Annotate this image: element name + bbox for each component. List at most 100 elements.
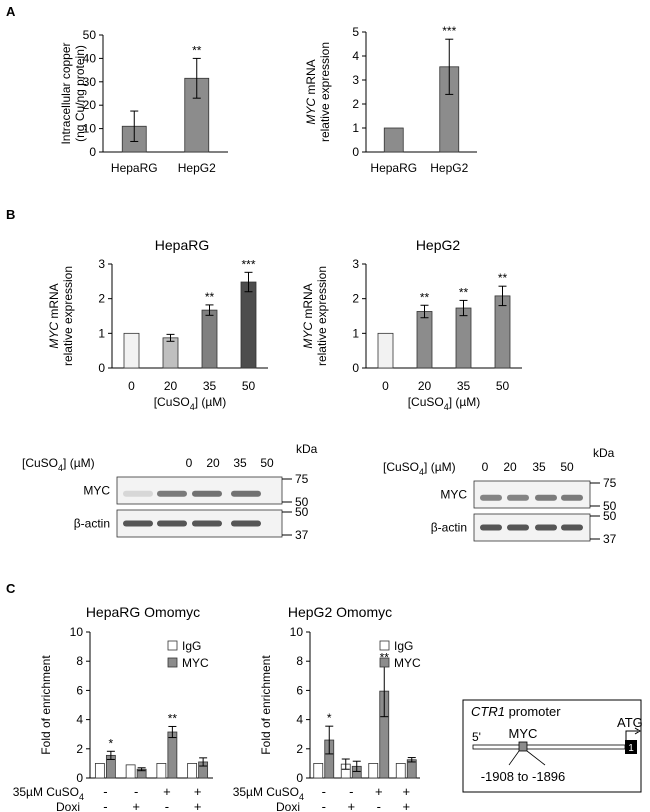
- cuso4-sign: +: [194, 784, 202, 799]
- cuso4-sign: +: [402, 784, 410, 799]
- doxi-row-label: Doxi: [276, 800, 300, 812]
- x-axis-label: [CuSO4] (µM): [408, 395, 481, 412]
- protein-band: [123, 520, 153, 527]
- y-tick-label: 2: [76, 742, 83, 756]
- marker-label: 37: [603, 532, 617, 546]
- protein-band: [561, 524, 583, 531]
- doxi-sign: +: [347, 799, 355, 812]
- cuso4-sign: +: [375, 784, 383, 799]
- category-label: 50: [496, 379, 510, 393]
- tss-arrow: [625, 730, 638, 740]
- bar: [240, 281, 257, 369]
- y-tick-label: 5: [352, 25, 359, 39]
- doxi-sign: -: [165, 799, 169, 812]
- significance-label: **: [192, 43, 202, 57]
- chart-title: HepaRG Omomyc: [86, 604, 200, 620]
- significance-label: **: [420, 290, 430, 304]
- y-tick-label: 6: [76, 683, 83, 697]
- atg-label: ATG: [617, 715, 643, 730]
- legend-swatch-myc: [379, 657, 390, 668]
- bar-myc: [406, 759, 417, 779]
- y-tick-label: 10: [83, 122, 97, 136]
- y-tick-label: 2: [98, 292, 105, 306]
- cuso4-sign: -: [322, 784, 326, 799]
- lane-concentration: 20: [206, 456, 220, 470]
- legend-swatch-myc: [167, 657, 178, 668]
- protein-band: [507, 524, 529, 531]
- category-label: 35: [457, 379, 471, 393]
- bar-igg: [395, 763, 406, 779]
- doxi-sign: +: [132, 799, 140, 812]
- chart-myc-mrna-heparg: 0 1 2 3 0 20 ** 35 *** 50 HepaRG [CuSO4] (µM) MYC mR…: [47, 237, 268, 412]
- category-label: 50: [242, 379, 256, 393]
- significance-label: **: [380, 651, 390, 665]
- x-axis-label: [CuSO4] (µM): [154, 395, 227, 412]
- protein-band: [231, 490, 261, 497]
- y-tick-label: 20: [83, 98, 97, 112]
- protein-band: [231, 520, 261, 527]
- y-tick-label: 10: [290, 625, 304, 639]
- blot-row-label: β-actin: [431, 521, 467, 535]
- bar: [383, 127, 404, 153]
- promoter-line: [472, 744, 626, 750]
- y-tick-label: 3: [98, 257, 105, 271]
- y-tick-label: 0: [76, 771, 83, 785]
- y-tick-label: 4: [76, 713, 83, 727]
- chart-intracellular-copper: 0 10 20 30 40 50 HepaRG ** HepG2 Intracellular co…: [59, 28, 228, 175]
- legend-swatch-igg: [379, 640, 390, 651]
- site-range-label: -1908 to -1896: [481, 769, 566, 784]
- lane-concentration: 0: [186, 456, 193, 470]
- y-axis-label: Intracellular copper(ng Cu/ng protein): [59, 42, 87, 144]
- category-label: HepaRG: [111, 161, 158, 175]
- category-label: HepaRG: [370, 161, 417, 175]
- protein-band: [480, 494, 502, 501]
- y-axis-label: Fold of enrichment: [39, 655, 53, 755]
- bar-igg: [125, 764, 136, 779]
- significance-label: **: [205, 290, 215, 304]
- marker-label: 75: [295, 472, 309, 486]
- cuso4-row-label: 35µM CuSO4: [233, 785, 304, 802]
- y-tick-label: 30: [83, 75, 97, 89]
- y-tick-label: 50: [83, 28, 97, 42]
- panel-label-c: C: [6, 581, 16, 596]
- legend-label-igg: IgG: [182, 639, 201, 653]
- protein-band: [535, 494, 557, 501]
- cuso4-row-label: 35µM CuSO4: [13, 785, 84, 802]
- y-tick-label: 0: [296, 771, 303, 785]
- panel-label-b: B: [6, 207, 15, 222]
- category-label: HepG2: [178, 161, 216, 175]
- bar: [201, 309, 218, 369]
- protein-band: [192, 520, 222, 527]
- significance-label: **: [459, 285, 469, 299]
- protein-band: [123, 490, 153, 497]
- significance-label: ***: [442, 24, 456, 38]
- bar: [162, 337, 179, 369]
- y-tick-label: 0: [89, 145, 96, 159]
- cuso4-sign: -: [103, 784, 107, 799]
- marker-label: 75: [603, 476, 617, 490]
- y-tick-label: 0: [352, 361, 359, 375]
- bar: [416, 311, 433, 369]
- protein-band: [157, 490, 187, 497]
- myc-site-label: MYC: [509, 726, 538, 741]
- y-tick-label: 3: [352, 257, 359, 271]
- protein-band: [507, 494, 529, 501]
- cuso4-sign: +: [163, 784, 171, 799]
- bar-igg: [94, 763, 105, 779]
- treatment-label: [CuSO4] (µM): [383, 460, 456, 477]
- marker-label: 50: [295, 495, 309, 509]
- kda-label: kDa: [593, 446, 615, 460]
- legend-label-igg: IgG: [394, 639, 413, 653]
- y-tick-label: 0: [98, 361, 105, 375]
- marker-label: 37: [295, 528, 309, 542]
- cuso4-sign: -: [134, 784, 138, 799]
- y-tick-label: 1: [352, 121, 359, 135]
- legend-label-myc: MYC: [394, 656, 421, 670]
- y-tick-label: 0: [352, 145, 359, 159]
- y-tick-label: 1: [352, 326, 359, 340]
- significance-label: **: [498, 271, 508, 285]
- category-label: HepG2: [430, 161, 468, 175]
- tss-arrowhead: [634, 727, 641, 735]
